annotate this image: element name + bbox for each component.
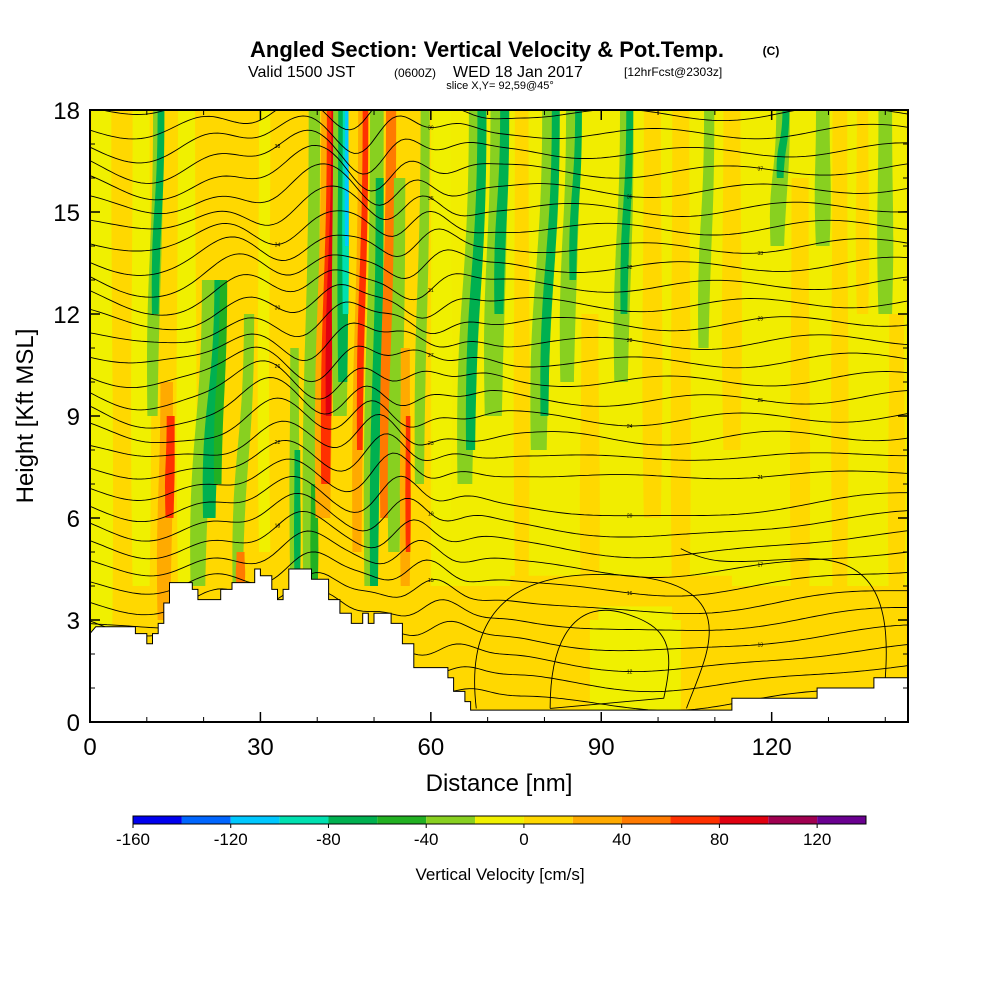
title-units: (C) (763, 44, 780, 58)
colorbar-swatch-7 (475, 816, 524, 824)
colorbar-tick-label-4: 0 (519, 830, 528, 849)
y-tick-label-4: 12 (53, 302, 80, 329)
y-tick-label-6: 18 (53, 98, 80, 125)
colorbar-tick-label-0: -160 (116, 830, 150, 849)
velocity-plume-48 (642, 110, 662, 518)
colorbar-tick-label-3: -40 (414, 830, 439, 849)
colorbar-tick-label-6: 80 (710, 830, 729, 849)
colorbar-tick-label-2: -80 (316, 830, 341, 849)
colorbar-swatch-9 (573, 816, 622, 824)
colorbar-swatch-1 (182, 816, 231, 824)
velocity-plume-40 (514, 110, 530, 586)
isentrope-label-24: 34 (275, 243, 281, 249)
isentrope-label-21: 31 (428, 288, 434, 294)
colorbar-swatch-0 (133, 816, 182, 824)
colorbar-swatch-8 (524, 816, 573, 824)
colorbar-swatch-3 (280, 816, 329, 824)
isentrope-label-15: 25 (758, 398, 764, 404)
isentrope-label-11: 21 (758, 475, 764, 481)
isentrope-label-7: 17 (758, 563, 764, 569)
x-tick-label-0: 0 (83, 734, 96, 761)
isentrope-label-6: 16 (627, 591, 633, 597)
y-axis-label: Height [Kft MSL] (12, 329, 39, 504)
colorbar-swatch-10 (622, 816, 671, 824)
colorbar-tick-label-5: 40 (612, 830, 631, 849)
isentrope-label-20: 30 (275, 306, 281, 312)
valid-utc: (0600Z) (394, 66, 436, 80)
isentrope-label-3: 13 (758, 643, 764, 649)
isentrope-label-23: 33 (758, 251, 764, 257)
velocity-plume-56 (831, 110, 848, 586)
colorbar-swatch-2 (231, 816, 280, 824)
colorbar: -160 -120 -80 -40 0 40 80 120 (116, 816, 866, 849)
isentrope-label-16: 26 (275, 364, 281, 370)
chart-title: Angled Section: Vertical Velocity & Pot.… (250, 37, 724, 62)
colorbar-swatch-14 (817, 816, 866, 824)
isentrope-label-22: 32 (627, 265, 633, 271)
velocity-plume-59 (888, 314, 905, 620)
x-axis-label: Distance [nm] (426, 770, 573, 797)
y-tick-label-3: 9 (67, 404, 80, 431)
velocity-plume-16 (294, 450, 301, 579)
y-tick-label-1: 3 (67, 608, 80, 635)
colorbar-swatch-13 (768, 816, 817, 824)
isentrope-label-18: 28 (627, 338, 633, 344)
isentrope-label-2: 12 (627, 670, 633, 676)
y-tick-label-5: 15 (53, 200, 80, 227)
colorbar-swatch-5 (377, 816, 426, 824)
x-tick-label-1: 30 (247, 734, 274, 761)
isentrope-label-9: 19 (428, 512, 434, 518)
colorbar-swatch-12 (719, 816, 768, 824)
valid-prefix: Valid 1500 JST (248, 64, 356, 81)
isentrope-label-28: 38 (275, 144, 281, 150)
colorbar-swatch-4 (328, 816, 377, 824)
isentrope-label-12: 22 (275, 440, 281, 446)
colorbar-title: Vertical Velocity [cm/s] (415, 865, 584, 884)
isentrope-label-25: 35 (428, 196, 434, 202)
isentrope-label-29: 39 (428, 126, 434, 132)
valid-time-line: Valid 1500 JST (0600Z) WED 18 Jan 2017 [… (248, 64, 722, 81)
isentrope-label-10: 20 (627, 514, 633, 520)
slice-note: slice X,Y= 92,59@45° (446, 80, 554, 92)
velocity-plume-49 (671, 110, 691, 620)
colorbar-swatch-11 (671, 816, 720, 824)
valid-date: WED 18 Jan 2017 (453, 64, 583, 81)
x-tick-label-4: 120 (752, 734, 792, 761)
velocity-plume-55 (815, 110, 831, 246)
plot-area: 1011121314151617181920212223242526272829… (90, 77, 908, 723)
isentrope-label-5: 15 (428, 578, 434, 584)
isentrope-label-19: 29 (758, 316, 764, 322)
x-tick-label-2: 60 (417, 734, 444, 761)
colorbar-swatch-6 (426, 816, 475, 824)
y-tick-label-2: 6 (67, 506, 80, 533)
y-tick-label-0: 0 (67, 710, 80, 737)
isentrope-label-26: 36 (627, 194, 633, 200)
isentrope-label-17: 27 (428, 353, 434, 359)
yellow-region-lowlevel (590, 606, 681, 711)
forecast-tag: [12hrFcst@2303z] (624, 65, 722, 79)
vertical-section-chart: Angled Section: Vertical Velocity & Pot.… (0, 0, 1000, 1000)
colorbar-tick-label-7: 120 (803, 830, 831, 849)
isentrope-label-14: 24 (627, 424, 633, 430)
x-tick-label-3: 90 (588, 734, 615, 761)
isentrope-label-13: 23 (428, 441, 434, 447)
velocity-plume-33 (405, 416, 410, 552)
isentrope-label-27: 37 (758, 166, 764, 172)
isentrope-label-8: 18 (275, 524, 281, 530)
velocity-plume-54 (790, 178, 810, 654)
colorbar-tick-label-1: -120 (214, 830, 248, 849)
